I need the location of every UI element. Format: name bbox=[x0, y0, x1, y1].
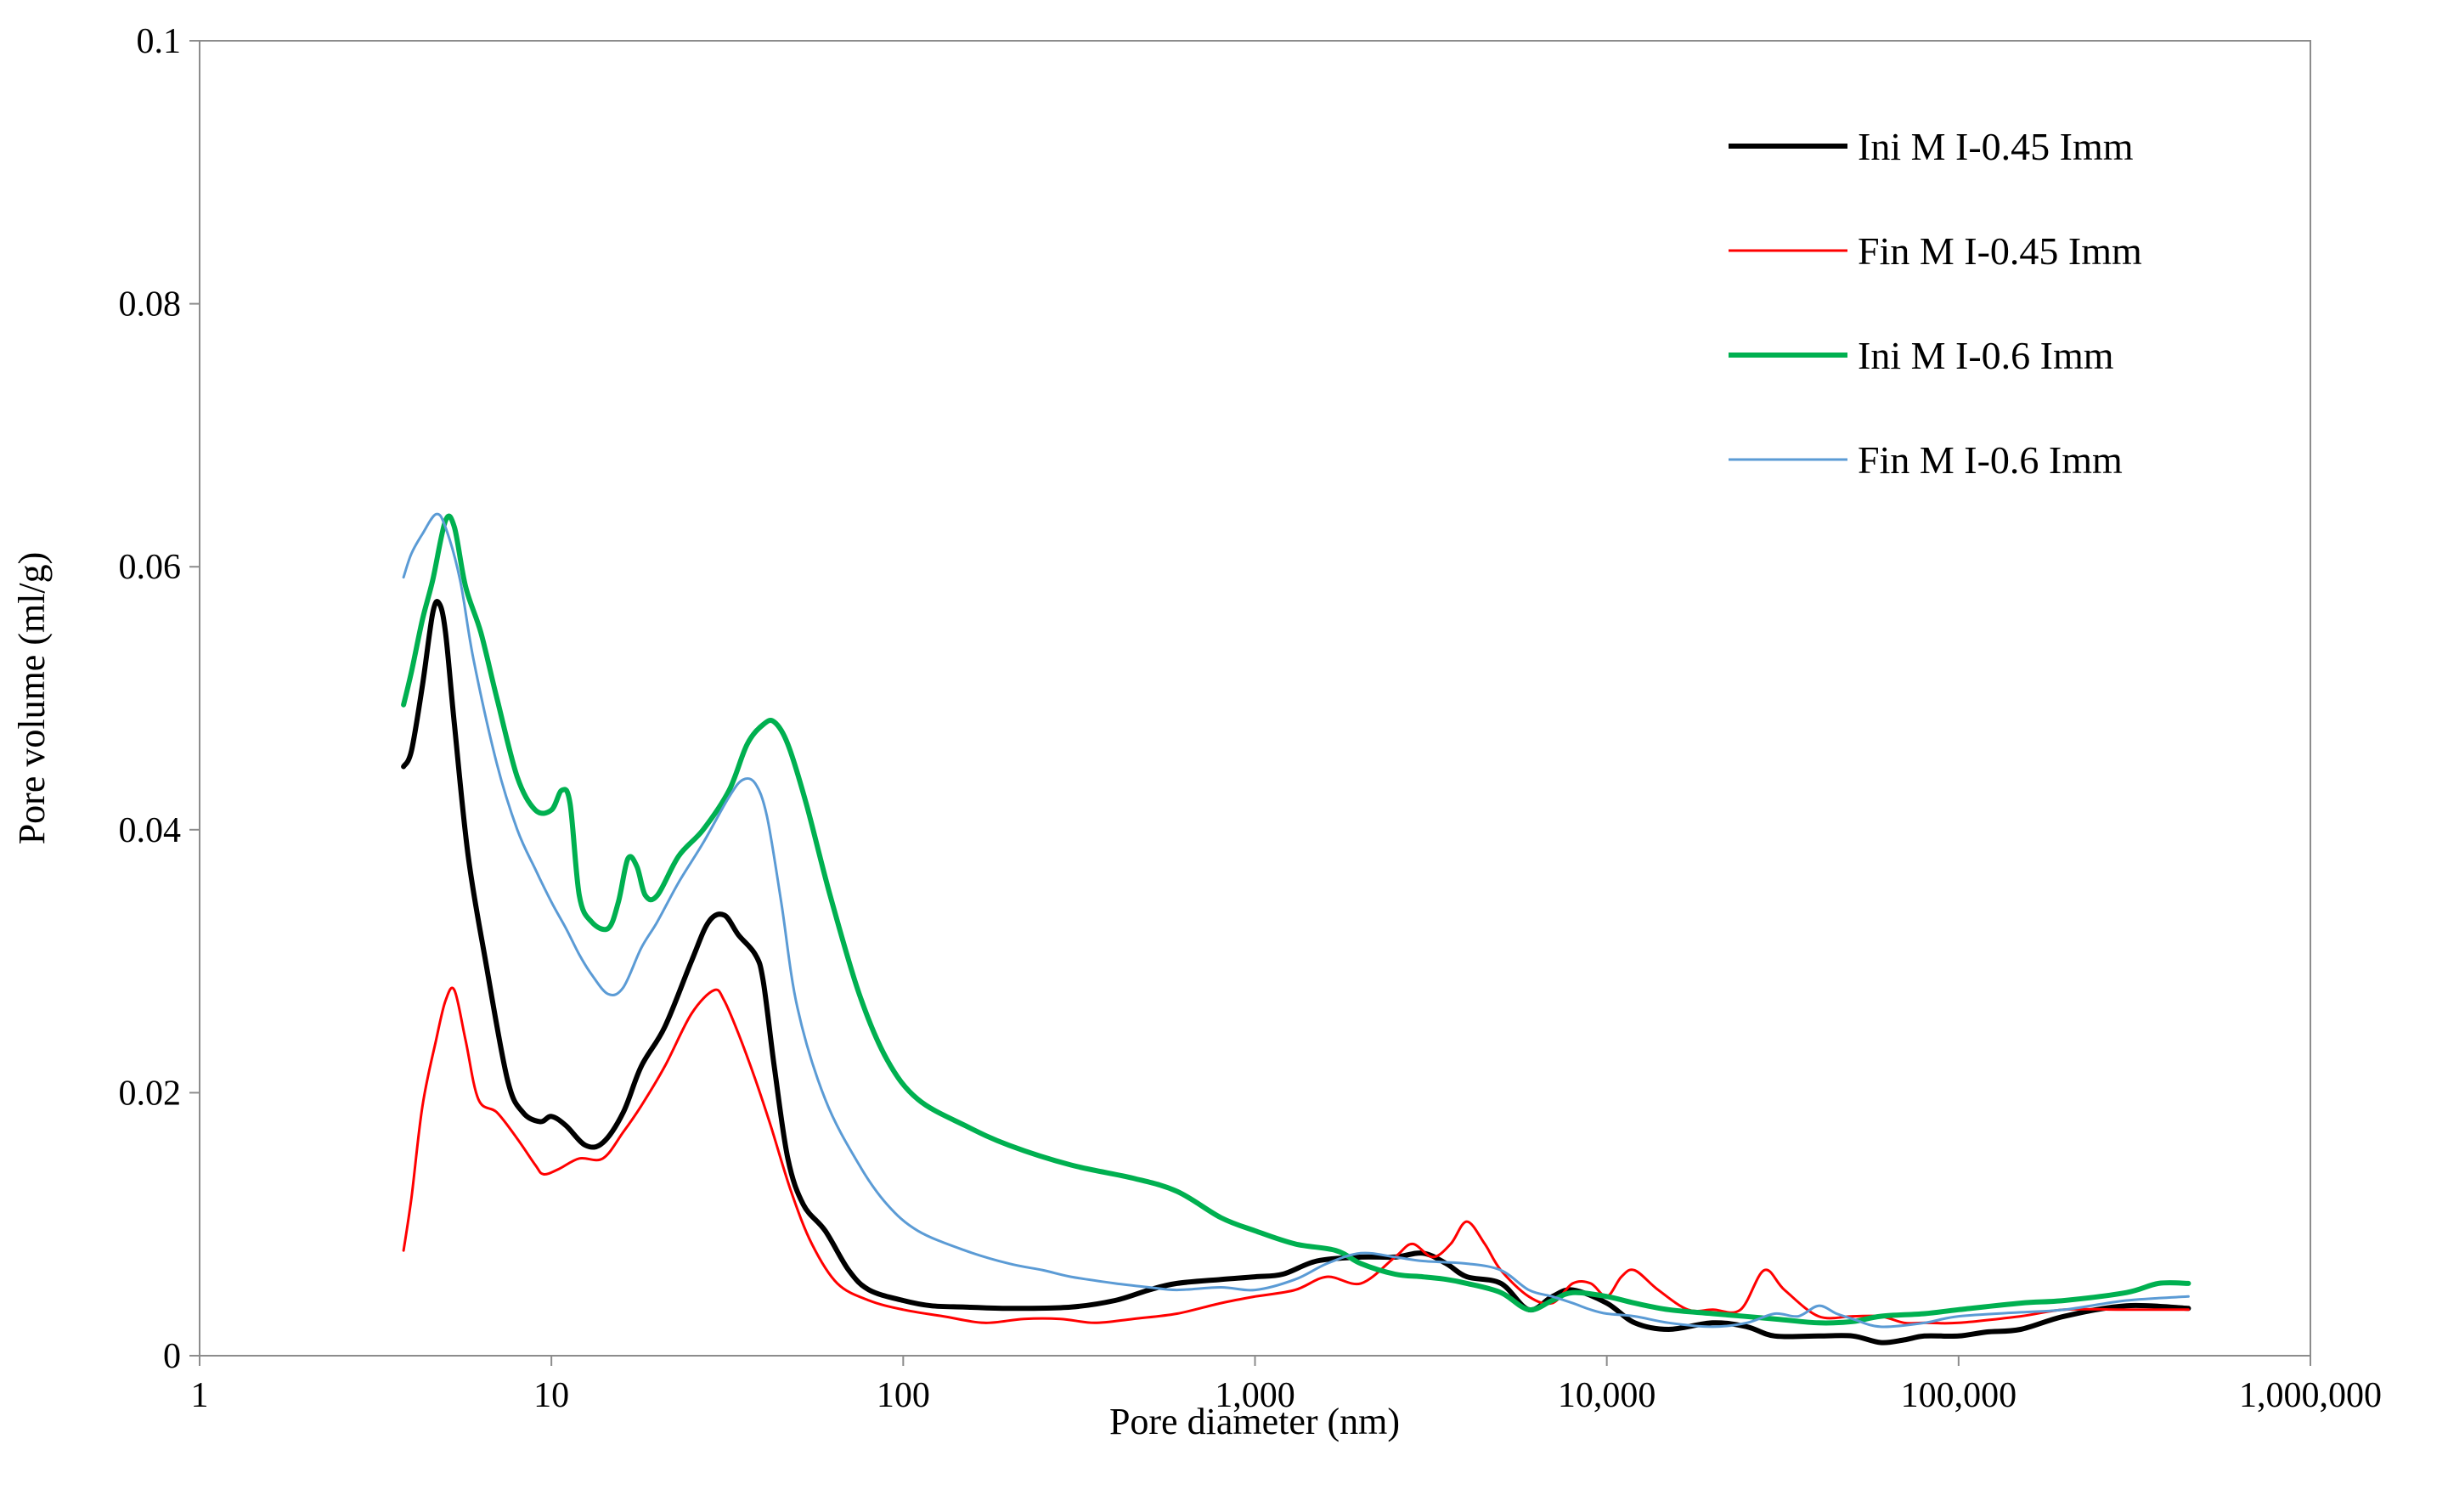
x-tick-label: 1 bbox=[191, 1376, 209, 1415]
x-tick-label: 1,000,000 bbox=[2239, 1376, 2382, 1415]
x-axis-title: Pore diameter (nm) bbox=[1109, 1401, 1400, 1442]
y-tick-label: 0.1 bbox=[137, 22, 182, 61]
y-tick-label: 0 bbox=[163, 1337, 181, 1376]
y-tick-label: 0.08 bbox=[119, 285, 182, 324]
x-tick-label: 100,000 bbox=[1901, 1376, 2017, 1415]
plot-area-frame bbox=[199, 40, 2311, 1357]
y-tick-label: 0.06 bbox=[119, 548, 182, 587]
legend-label-fin-m-i-0-45-imm: Fin M I-0.45 Imm bbox=[1858, 229, 2142, 273]
x-axis-ticks: 1 10 100 1,000 10,000 100,000 1,000,000 bbox=[191, 1356, 2382, 1415]
series-lines bbox=[401, 512, 2191, 1346]
legend: Ini M I-0.45 Imm Fin M I-0.45 Imm Ini M I-… bbox=[1729, 125, 2142, 482]
y-tick-label: 0.04 bbox=[119, 811, 182, 850]
y-axis-title: Pore volume (ml/g) bbox=[11, 552, 53, 845]
legend-label-fin-m-i-0-6-imm: Fin M I-0.6 Imm bbox=[1858, 438, 2123, 482]
series-line-fin-m-i-0-45-imm bbox=[402, 986, 2190, 1325]
series-line-ini-m-i-0-6-imm bbox=[401, 513, 2191, 1326]
x-tick-label: 10 bbox=[533, 1376, 569, 1415]
series-line-fin-m-i-0-6-imm bbox=[402, 512, 2190, 1329]
y-axis-ticks: 0 0.02 0.04 0.06 0.08 0.1 bbox=[119, 22, 200, 1376]
y-tick-label: 0.02 bbox=[119, 1074, 182, 1113]
x-tick-label: 1,000 bbox=[1215, 1376, 1295, 1415]
legend-label-ini-m-i-0-6-imm: Ini M I-0.6 Imm bbox=[1858, 334, 2114, 377]
x-tick-label: 100 bbox=[877, 1376, 930, 1415]
series-line-ini-m-i-0-45-imm bbox=[401, 599, 2191, 1346]
legend-label-ini-m-i-0-45-imm: Ini M I-0.45 Imm bbox=[1858, 125, 2134, 168]
x-tick-label: 10,000 bbox=[1558, 1376, 1656, 1415]
